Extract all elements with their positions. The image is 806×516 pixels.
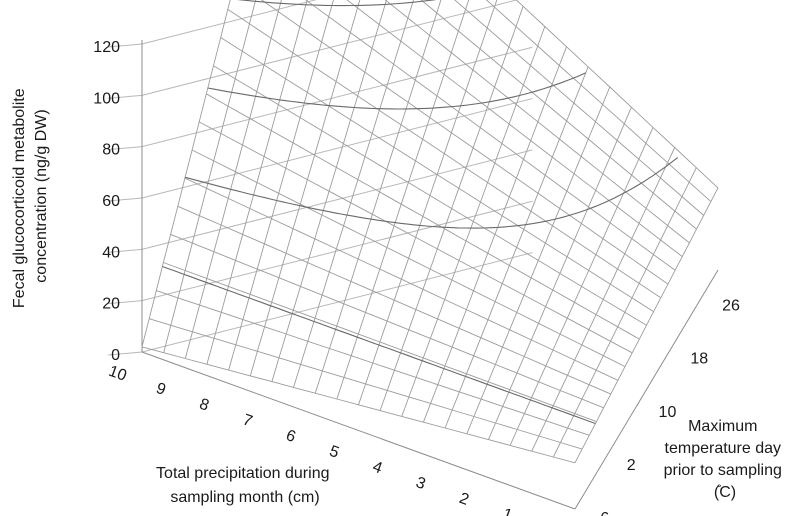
- mesh-line-temp-16: [384, 0, 690, 244]
- contour-40: [184, 157, 679, 229]
- z-axis-title-line-1: Fecal glucocorticoid metabolite: [11, 88, 28, 308]
- axes: [141, 40, 719, 510]
- mesh-line-temp-9: [206, 93, 640, 340]
- mesh-line-temp-20: [515, 0, 719, 189]
- x-axis-line: [141, 351, 576, 510]
- surface-contours: [162, 0, 679, 425]
- y-tick--6: -6: [595, 510, 609, 516]
- tick-labels: 020406080100120109876543210-62101826: [93, 39, 740, 516]
- grid-tick-80: [107, 146, 143, 151]
- mesh-line-temp-11: [220, 37, 654, 312]
- x-tick-7: 7: [240, 411, 254, 430]
- z-axis-title: Fecal glucocorticoid metabolite concentr…: [11, 84, 50, 308]
- y-axis-title-line-1: Maximum: [688, 418, 757, 435]
- z-tick-0: 0: [111, 347, 120, 364]
- z-tick-120: 120: [93, 39, 120, 56]
- grid-tick-100: [107, 94, 143, 99]
- z-tick-100: 100: [93, 90, 120, 107]
- gridline-z-80: [141, 46, 533, 148]
- gridline-z-40: [141, 149, 533, 250]
- back-wall-gridlines: [107, 0, 533, 356]
- z-axis-title-line-2: concentration (ng/g DW): [33, 109, 50, 282]
- mesh-line-temp-8: [198, 121, 633, 354]
- x-tick-10: 10: [106, 363, 129, 385]
- mesh-line-temp-6: [184, 177, 619, 381]
- mesh-line-temp-14: [305, 0, 676, 271]
- gridline-z-0: [141, 252, 533, 353]
- y-tick-10: 10: [659, 404, 677, 421]
- x-axis-title: Total precipitation during sampling mont…: [156, 465, 334, 506]
- x-tick-1: 1: [500, 506, 514, 516]
- y-tick-26: 26: [722, 298, 740, 315]
- z-tick-40: 40: [102, 244, 120, 261]
- mesh-line-temp-1: [149, 318, 583, 450]
- mesh-line-temp-18: [454, 0, 704, 216]
- y-axis-title: Maximum temperature day prior to samplin…: [664, 418, 787, 501]
- surface-mesh: [141, 0, 719, 464]
- mesh-line-temp-19: [485, 0, 712, 202]
- y-axis-line: [574, 269, 719, 510]
- y-tick-2: 2: [627, 457, 636, 474]
- contour-80: [237, 0, 437, 7]
- mesh-line-temp-0: [141, 346, 576, 464]
- y-axis-title-line-4: (̊C): [714, 484, 736, 501]
- grid-tick-40: [107, 248, 143, 253]
- mesh-line-precip-3: [206, 0, 308, 365]
- mesh-line-temp-15: [346, 0, 683, 257]
- mesh-line-precip-7: [293, 0, 414, 388]
- grid-tick-20: [107, 300, 143, 305]
- y-tick-18: 18: [690, 351, 708, 368]
- gridline-z-100: [141, 0, 519, 96]
- contour-20: [162, 265, 596, 425]
- y-axis-title-line-3: prior to sampling: [664, 462, 782, 479]
- x-tick-8: 8: [197, 396, 211, 415]
- x-tick-3: 3: [414, 474, 428, 493]
- z-tick-60: 60: [102, 193, 120, 210]
- mesh-line-temp-2: [156, 290, 590, 436]
- z-tick-80: 80: [102, 142, 120, 159]
- x-tick-2: 2: [457, 490, 471, 509]
- grid-tick-0: [107, 351, 143, 356]
- x-axis-title-line-1: Total precipitation during: [156, 465, 329, 482]
- contour-60: [207, 72, 586, 110]
- grid-tick-120: [107, 43, 143, 48]
- mesh-line-temp-7: [191, 149, 626, 368]
- x-tick-5: 5: [327, 443, 341, 462]
- mesh-line-precip-9: [336, 0, 470, 400]
- x-tick-9: 9: [154, 380, 168, 399]
- mesh-line-temp-4: [170, 233, 604, 409]
- mesh-line-temp-10: [213, 65, 647, 326]
- y-axis-title-line-2: temperature day: [665, 440, 782, 457]
- x-tick-4: 4: [370, 458, 384, 477]
- grid-tick-60: [107, 197, 143, 202]
- mesh-line-temp-13: [260, 0, 669, 285]
- gridline-z-120: [141, 0, 317, 45]
- z-tick-20: 20: [102, 296, 120, 313]
- x-tick-6: 6: [284, 427, 298, 446]
- gridline-z-60: [141, 98, 533, 199]
- mesh-line-temp-17: [420, 0, 697, 230]
- mesh-line-temp-3: [163, 262, 597, 423]
- mesh-line-temp-5: [177, 205, 611, 395]
- mesh-line-temp-12: [227, 9, 662, 299]
- x-axis-title-line-2: sampling month (cm): [170, 489, 319, 506]
